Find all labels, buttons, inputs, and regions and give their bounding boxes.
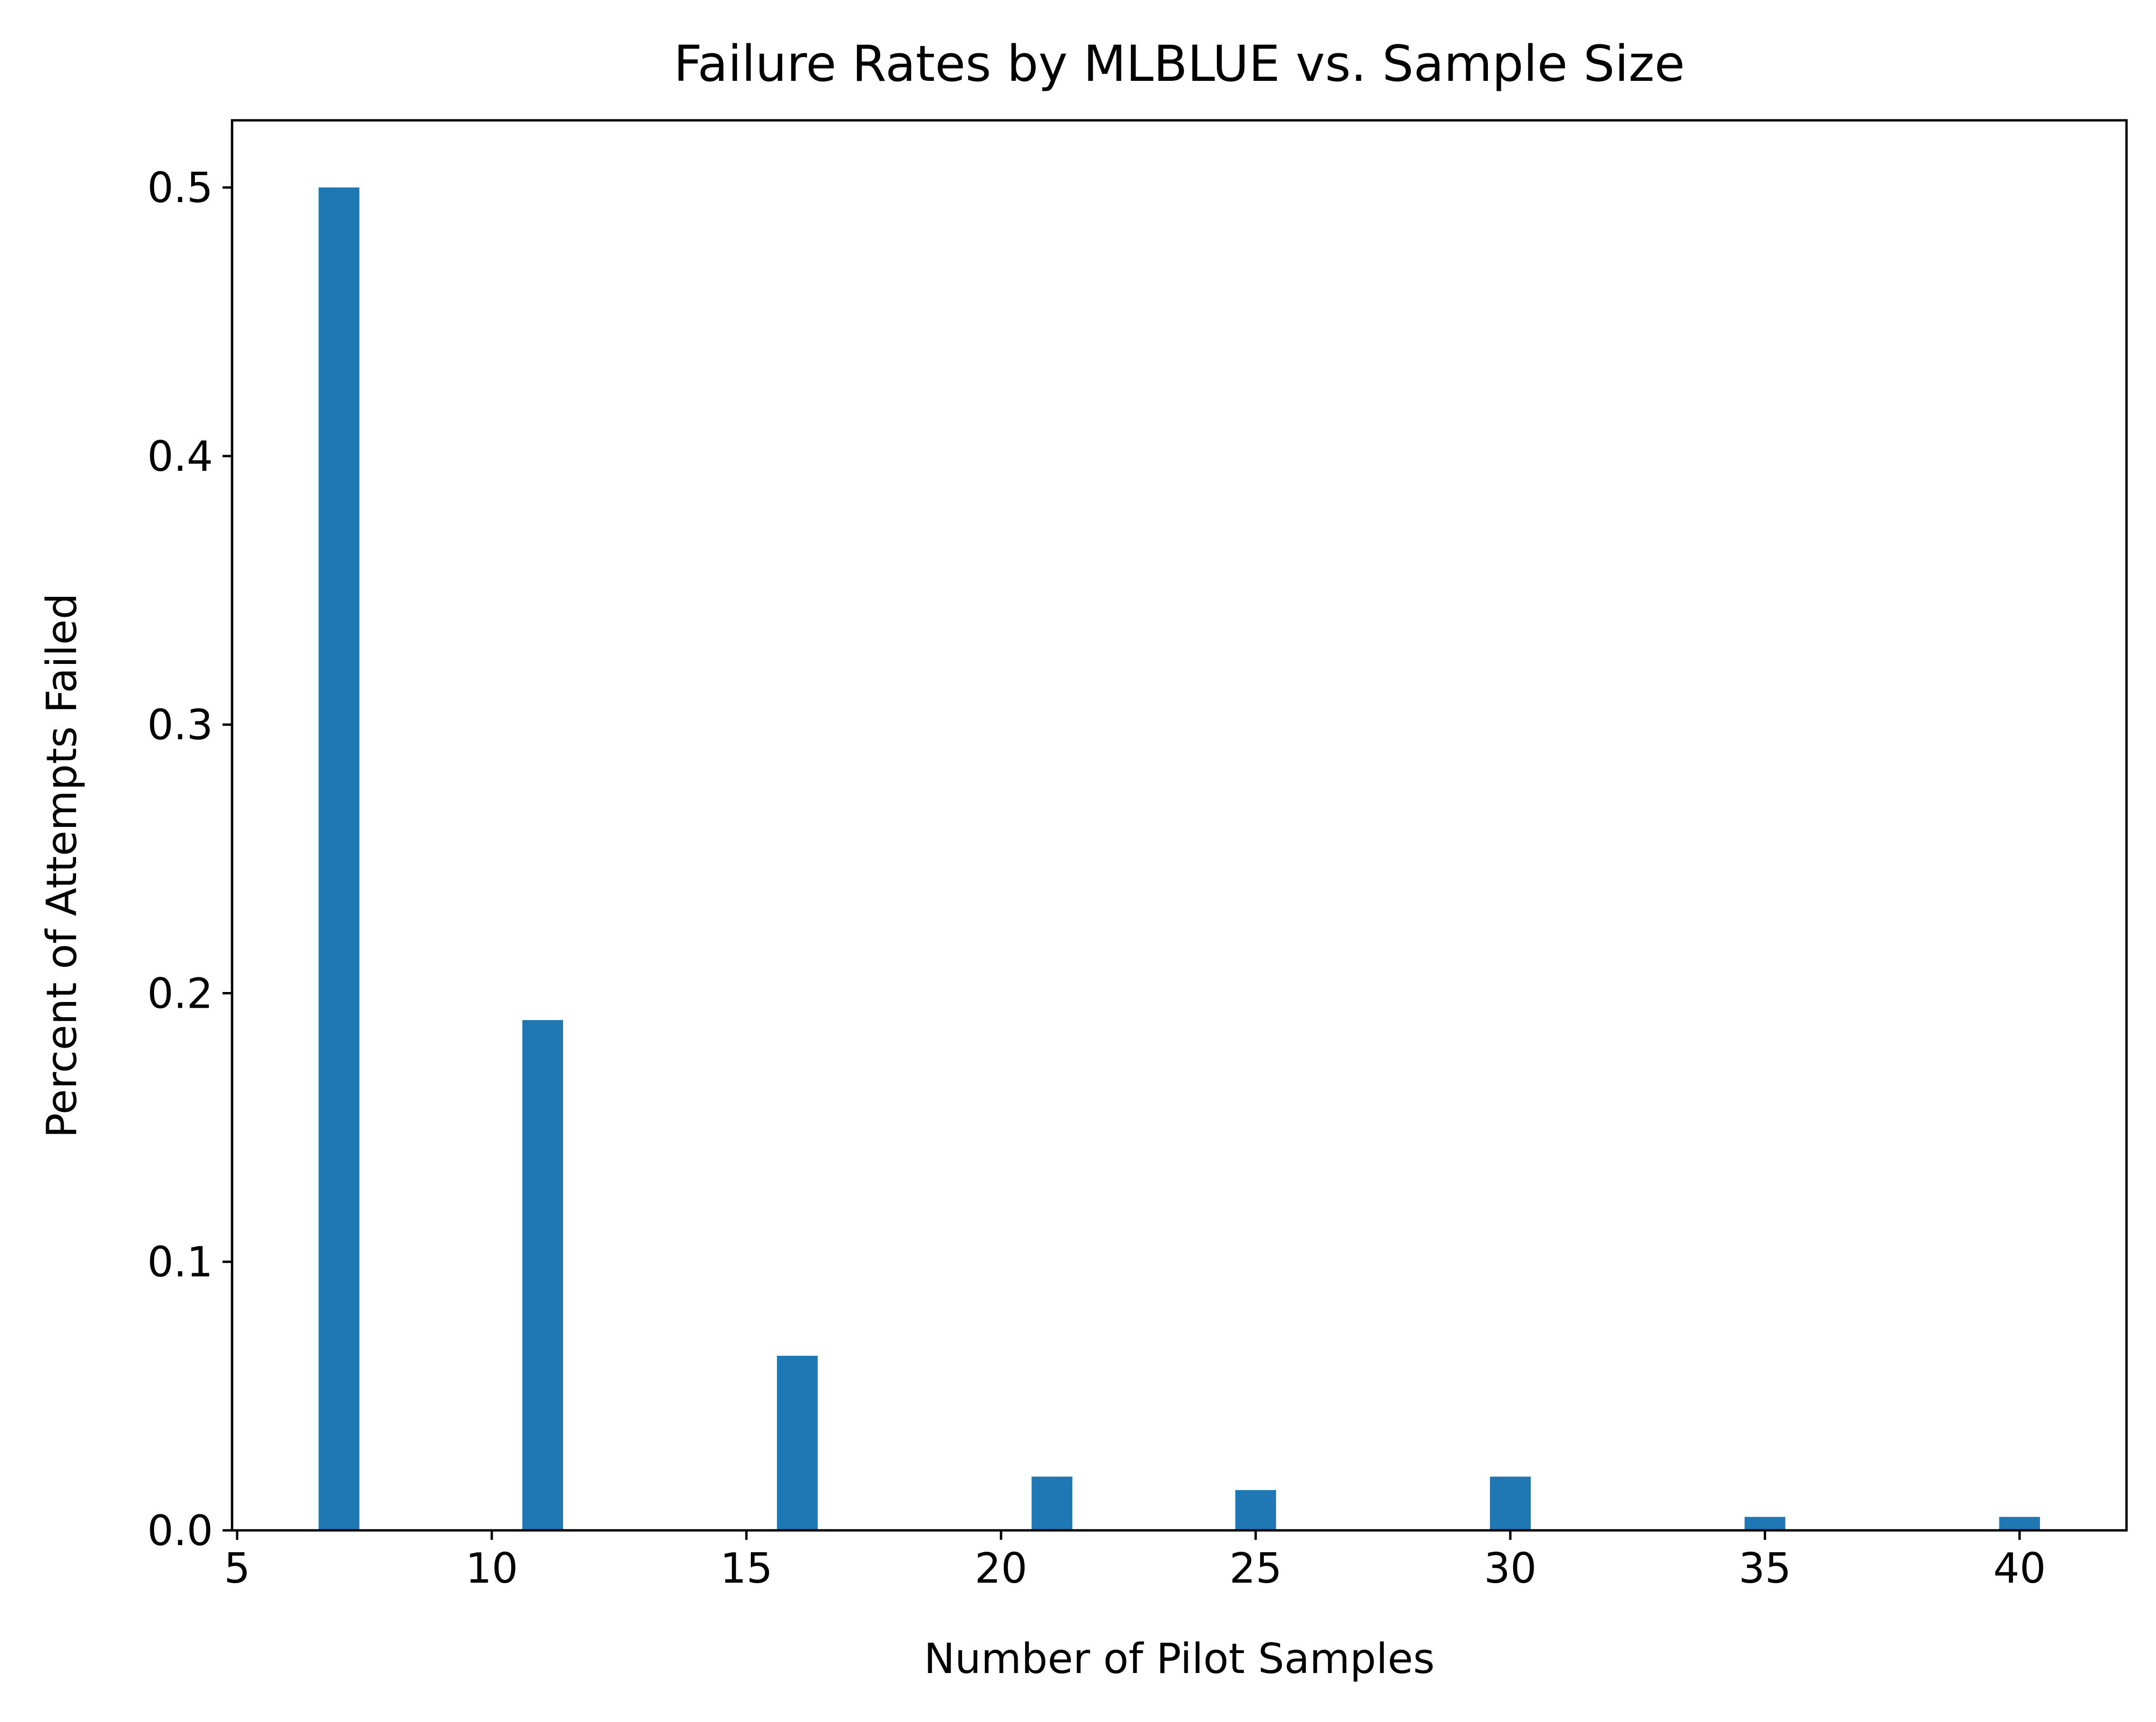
y-tick-label: 0.3	[147, 701, 213, 749]
chart-title: Failure Rates by MLBLUE vs. Sample Size	[674, 35, 1685, 93]
plot-frame	[231, 119, 2128, 1532]
bar-16	[777, 1355, 818, 1530]
y-tick-label: 0.2	[147, 969, 213, 1018]
y-axis-label: Percent of Attempts Failed	[38, 593, 86, 1138]
x-axis-label: Number of Pilot Samples	[924, 1634, 1435, 1683]
x-tick-label: 25	[1229, 1544, 1282, 1593]
bar-40	[1999, 1517, 2040, 1530]
bar-11	[522, 1020, 563, 1530]
bar-30	[1490, 1477, 1531, 1530]
y-tick-label: 0.1	[147, 1238, 213, 1286]
bar-21	[1031, 1477, 1073, 1530]
x-tick-label: 5	[224, 1544, 250, 1593]
x-tick-label: 30	[1484, 1544, 1537, 1593]
x-tick-label: 10	[466, 1544, 518, 1593]
bars-group	[319, 187, 2040, 1531]
bar-7	[319, 187, 359, 1531]
bar-35	[1744, 1517, 1786, 1530]
x-tick-label: 20	[975, 1544, 1028, 1593]
y-tick-label: 0.4	[147, 432, 213, 481]
x-tick-label: 35	[1738, 1544, 1791, 1593]
y-tick-label: 0.5	[147, 164, 213, 212]
x-tick-label: 15	[720, 1544, 773, 1593]
x-axis-ticks: 5 10 15 20 25 30 35 40	[224, 1530, 2046, 1593]
y-tick-label: 0.0	[147, 1507, 213, 1555]
y-axis-ticks: 0.0 0.1 0.2 0.3 0.4 0.5	[147, 164, 232, 1555]
x-tick-label: 40	[1993, 1544, 2046, 1593]
bar-25	[1235, 1490, 1276, 1530]
